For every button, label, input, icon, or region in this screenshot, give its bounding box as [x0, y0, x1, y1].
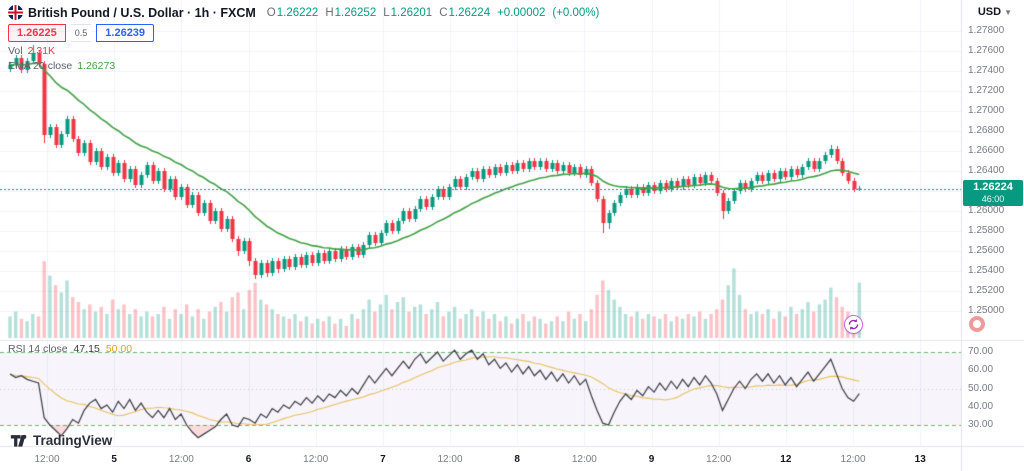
tradingview-logo-icon [10, 434, 27, 447]
time-axis-label: 7 [380, 454, 386, 465]
time-axis-label: 12:00 [437, 454, 463, 465]
high-value: 1.26252 [334, 6, 377, 19]
volume-label: Vol [8, 45, 23, 57]
open-value: 1.26222 [276, 6, 319, 19]
spread-value: 0.5 [70, 24, 92, 42]
chevron-down-icon: ▼ [1004, 7, 1012, 17]
change-percent: (+0.00%) [552, 6, 600, 19]
price-axis-label: 1.26600 [968, 145, 1005, 156]
time-axis-label: 12 [780, 454, 792, 465]
buy-button[interactable]: 1.26239 [96, 24, 155, 42]
rsi-axis-label: 40.00 [968, 400, 994, 412]
price-axis-label: 1.25000 [968, 305, 1005, 316]
gb-flag-icon [8, 5, 23, 20]
price-axis-label: 1.26400 [968, 165, 1005, 176]
price-axis-label: 1.27800 [968, 25, 1005, 36]
time-scale[interactable]: 12:00 5 12:00 6 12:00 7 12:00 8 12:00 9 12:00 12 12:… [0, 447, 962, 471]
price-axis-label: 1.27400 [968, 65, 1005, 76]
time-axis-label: 13 [914, 454, 926, 465]
currency-selector[interactable]: USD ▼ [978, 6, 1012, 18]
price-axis-label: 1.25200 [968, 285, 1005, 296]
replay-sync-button[interactable] [844, 315, 863, 334]
price-axis-label: 1.25800 [968, 225, 1005, 236]
sync-arrows-icon [848, 318, 859, 331]
volume-legend[interactable]: Vol 2.31K [8, 45, 599, 57]
rsi-axis-label: 70.00 [968, 346, 994, 357]
price-axis-label: 1.26800 [968, 125, 1005, 136]
price-axis-label: 1.27200 [968, 85, 1005, 96]
rsi-value: 47.15 [73, 343, 100, 355]
price-axis-label: 1.25600 [968, 245, 1005, 256]
rsi-axis-label: 60.00 [968, 364, 994, 376]
rsi-axis-label: 50.00 [968, 382, 994, 394]
currency-label: USD [977, 6, 1002, 18]
symbol-title[interactable]: British Pound / U.S. Dollar · 1h · FXCM [28, 5, 256, 20]
symbol-row: British Pound / U.S. Dollar · 1h · FXCM … [8, 5, 599, 20]
rsi-legend[interactable]: RSI 14 close 47.15 50.00 [8, 343, 132, 355]
last-price-badge: 1.26224 46:00 [963, 180, 1023, 206]
time-axis-label: 12:00 [706, 454, 732, 465]
buy-sell-widget: 1.26225 0.5 1.26239 [8, 24, 599, 42]
time-axis-label: 5 [111, 454, 117, 465]
high-label: H [325, 6, 334, 19]
time-axis-label: 12:00 [840, 454, 866, 465]
open-label: O [266, 6, 276, 19]
time-axis-label: 9 [648, 454, 655, 465]
close-label: C [439, 6, 448, 19]
close-value: 1.26224 [448, 6, 491, 19]
ema-label: EMA 20 close [8, 60, 73, 72]
tradingview-logo-text: TradingView [33, 433, 113, 448]
price-axis-label: 1.25400 [968, 265, 1005, 276]
chart-legend: British Pound / U.S. Dollar · 1h · FXCM … [8, 5, 599, 72]
sell-button[interactable]: 1.26225 [8, 24, 66, 42]
axis-floating-button[interactable] [969, 316, 985, 332]
change-value: +0.00002 [497, 6, 546, 19]
price-scale[interactable]: 1.27800 1.27600 1.27400 1.27200 1.27000 1.268… [962, 0, 1024, 447]
pane-divider[interactable] [0, 339, 962, 343]
time-axis-label: 12:00 [34, 454, 60, 465]
ema-value: 1.26273 [77, 60, 116, 72]
last-price-value: 1.26224 [973, 181, 1013, 193]
time-axis-label: 8 [514, 454, 520, 465]
low-value: 1.26201 [390, 6, 433, 19]
ohlc-readout: O 1.26222 H 1.26252 L 1.26201 C 1.26224 +0.0… [267, 7, 600, 19]
low-label: L [383, 6, 390, 19]
price-axis-label: 1.27000 [968, 105, 1005, 116]
rsi-ma-value: 50.00 [105, 343, 133, 355]
time-axis-label: 12:00 [571, 454, 597, 465]
tradingview-logo[interactable]: TradingView [10, 433, 112, 448]
rsi-label: RSI 14 close [8, 343, 68, 355]
rsi-axis-label: 30.00 [968, 419, 994, 430]
time-axis-label: 12:00 [168, 454, 194, 465]
time-axis-label: 6 [245, 454, 252, 465]
price-axis-label: 1.26000 [968, 205, 1005, 216]
volume-value: 2.31K [27, 45, 56, 57]
bar-countdown: 46:00 [981, 194, 1005, 204]
time-axis-label: 12:00 [303, 454, 329, 465]
price-axis-label: 1.27600 [968, 45, 1005, 56]
ema-legend[interactable]: EMA 20 close 1.26273 [8, 60, 599, 72]
